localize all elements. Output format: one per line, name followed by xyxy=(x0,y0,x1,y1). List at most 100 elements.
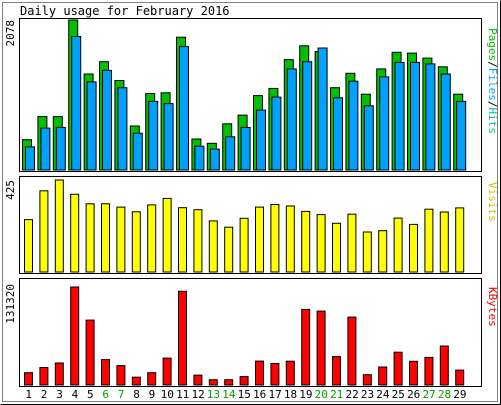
side-legend-hits-part-0: Pages xyxy=(486,28,499,61)
panel-kbytes-frame xyxy=(19,278,482,387)
bar-files-day-25 xyxy=(394,61,405,171)
bar-visits-day-20 xyxy=(316,214,326,273)
bar-files-day-20 xyxy=(317,47,328,171)
bar-visits-day-24 xyxy=(378,230,388,273)
bar-kbytes-day-20 xyxy=(316,310,326,386)
bar-files-day-19 xyxy=(302,61,313,171)
bar-files-day-1 xyxy=(25,146,35,171)
bar-visits-day-22 xyxy=(347,213,357,273)
day-label-11: 11 xyxy=(176,388,189,401)
bar-visits-day-11 xyxy=(178,207,187,273)
bar-visits-day-1 xyxy=(24,219,33,273)
bar-files-day-18 xyxy=(286,68,297,171)
bar-visits-day-6 xyxy=(101,203,110,273)
bar-files-day-28 xyxy=(440,73,451,171)
side-legend-visits-part-0: Visits xyxy=(486,182,499,222)
side-legend-hits-part-2: Files xyxy=(486,68,499,101)
bar-kbytes-day-4 xyxy=(70,286,80,386)
bar-files-day-22 xyxy=(348,80,359,171)
bar-files-day-17 xyxy=(271,96,282,171)
day-label-20: 20 xyxy=(315,388,328,401)
bar-kbytes-day-21 xyxy=(332,356,341,386)
bar-files-day-12 xyxy=(194,145,205,171)
day-label-8: 8 xyxy=(133,388,140,401)
day-label-6: 6 xyxy=(102,388,109,401)
bar-kbytes-day-13 xyxy=(208,379,218,386)
bar-visits-day-15 xyxy=(239,217,249,273)
bar-visits-day-23 xyxy=(362,231,372,273)
day-label-21: 21 xyxy=(330,388,343,401)
bar-files-day-21 xyxy=(333,97,343,171)
bar-visits-day-21 xyxy=(332,222,341,273)
bar-files-day-26 xyxy=(410,61,420,171)
bar-files-day-11 xyxy=(179,46,189,171)
day-label-7: 7 xyxy=(118,388,125,401)
bar-visits-day-29 xyxy=(455,207,465,273)
day-label-29: 29 xyxy=(453,388,466,401)
bar-visits-day-3 xyxy=(54,179,64,273)
day-label-10: 10 xyxy=(161,388,174,401)
day-label-18: 18 xyxy=(284,388,297,401)
ymax-label-hits: 2078 xyxy=(4,20,17,47)
bar-files-day-29 xyxy=(456,100,467,171)
day-label-26: 26 xyxy=(407,388,420,401)
day-labels-layer: 1 2 3 4 5 6 7 8 9 10 11 12 13 14 15 16 17 18 19 20 21 22 23 24 2… xyxy=(25,388,466,401)
side-legend-hits: Pages/Files/Hits xyxy=(486,28,499,134)
bar-visits-day-17 xyxy=(270,204,280,273)
bar-files-day-9 xyxy=(148,100,159,171)
bar-files-day-13 xyxy=(209,148,220,171)
day-label-22: 22 xyxy=(345,388,358,401)
bar-kbytes-day-7 xyxy=(116,365,126,386)
bar-kbytes-day-10 xyxy=(162,357,172,386)
day-label-19: 19 xyxy=(299,388,312,401)
bar-kbytes-day-6 xyxy=(101,359,110,386)
side-legend-hits-part-1: / xyxy=(486,61,499,68)
day-label-15: 15 xyxy=(238,388,251,401)
bar-kbytes-day-8 xyxy=(131,376,141,386)
side-legend-kbytes: KBytes xyxy=(486,287,499,327)
chart-title: Daily usage for February 2016 xyxy=(20,4,230,18)
bar-kbytes-day-26 xyxy=(409,360,418,386)
bar-files-day-5 xyxy=(86,81,97,171)
side-legend-kbytes-part-0: KBytes xyxy=(486,287,499,327)
bar-files-day-7 xyxy=(117,87,128,171)
bar-files-day-4 xyxy=(71,36,82,171)
bar-kbytes-day-18 xyxy=(285,360,295,386)
day-label-12: 12 xyxy=(191,388,204,401)
bar-kbytes-day-28 xyxy=(439,345,449,386)
bar-files-day-23 xyxy=(363,105,374,171)
side-legend-hits-part-4: Hits xyxy=(486,108,499,135)
bar-kbytes-day-11 xyxy=(178,290,187,386)
bar-visits-day-10 xyxy=(162,197,172,273)
panel-visits-frame xyxy=(19,176,482,274)
bar-visits-day-8 xyxy=(131,211,141,273)
bar-files-day-14 xyxy=(225,136,236,171)
bar-visits-day-27 xyxy=(424,208,434,273)
bar-kbytes-day-25 xyxy=(393,351,403,386)
side-legend-visits: Visits xyxy=(486,182,499,222)
bar-kbytes-day-12 xyxy=(193,374,203,386)
bar-kbytes-day-19 xyxy=(301,308,311,386)
bar-visits-day-19 xyxy=(301,210,311,273)
bar-kbytes-day-27 xyxy=(424,356,434,386)
day-label-2: 2 xyxy=(41,388,48,401)
bar-files-day-16 xyxy=(256,109,266,171)
bar-files-day-10 xyxy=(163,103,174,171)
ymax-label-visits: 425 xyxy=(4,180,17,200)
bar-visits-day-5 xyxy=(85,203,95,273)
bar-kbytes-day-9 xyxy=(147,372,157,386)
day-label-14: 14 xyxy=(222,388,236,401)
bars-layer xyxy=(22,19,467,386)
bar-kbytes-day-5 xyxy=(85,319,95,386)
day-label-1: 1 xyxy=(25,388,32,401)
day-label-24: 24 xyxy=(376,388,390,401)
day-label-13: 13 xyxy=(207,388,220,401)
panel-hits-frame xyxy=(19,18,482,172)
bar-files-day-6 xyxy=(102,69,112,171)
bar-kbytes-day-2 xyxy=(39,367,49,386)
bar-files-day-3 xyxy=(55,126,66,171)
day-label-28: 28 xyxy=(438,388,451,401)
day-label-17: 17 xyxy=(268,388,281,401)
ymax-label-kbytes: 131320 xyxy=(4,284,17,324)
